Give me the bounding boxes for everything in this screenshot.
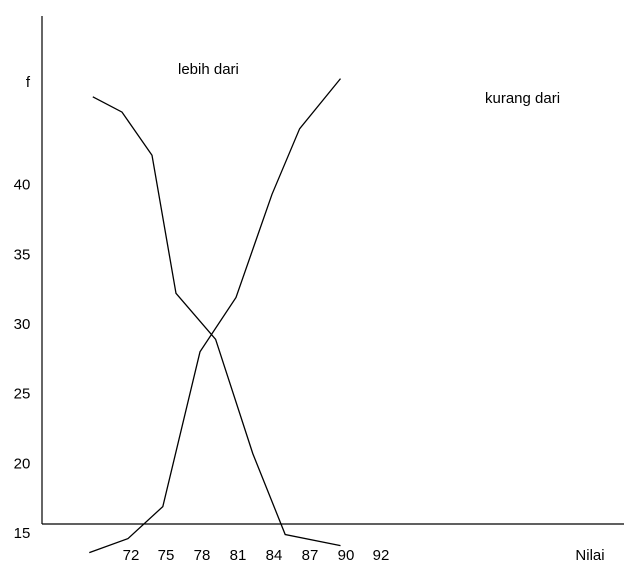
x-tick-label: 84 [266,547,283,562]
x-tick-label: 75 [158,547,175,562]
x-axis-label: Nilai [575,547,604,562]
x-tick-label: 78 [194,547,211,562]
y-tick-labels: 15 20 25 30 35 40 [14,177,31,542]
y-axis-label: f [26,74,31,91]
x-tick-label: 87 [302,547,319,562]
y-tick-label: 40 [14,177,31,194]
series-labels: lebih dari kurang dari [178,61,560,107]
x-tick-labels: 72 75 78 81 84 87 90 92 [123,547,390,562]
y-tick-label: 30 [14,316,31,333]
x-tick-label: 72 [123,547,140,562]
series-lines [89,78,342,554]
y-tick-label: 15 [14,525,31,542]
x-tick-label: 81 [230,547,247,562]
x-tick-label: 90 [338,547,355,562]
series-label: kurang dari [485,90,560,107]
y-tick-label: 25 [14,386,31,403]
series-line-kurang-dari [89,78,342,554]
axes [41,16,624,525]
x-tick-label: 92 [373,547,390,562]
series-label: lebih dari [178,61,239,78]
y-tick-label: 20 [14,455,31,472]
y-tick-label: 35 [14,246,31,263]
series-line-lebih-dari [92,96,341,547]
